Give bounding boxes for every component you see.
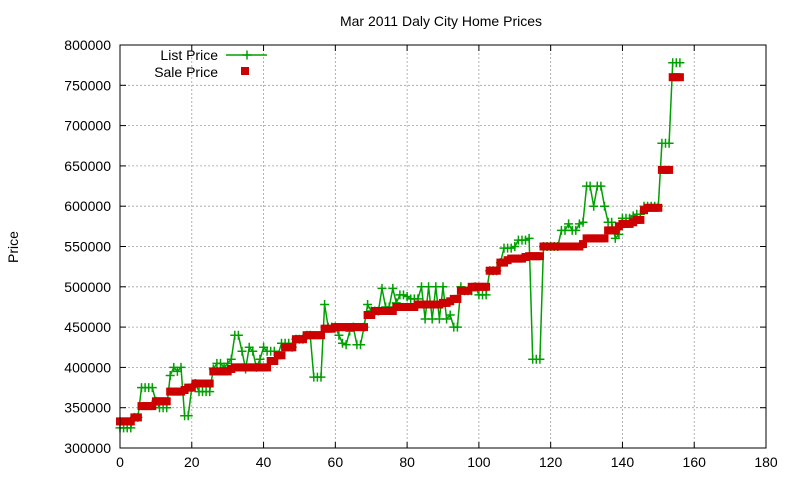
list-price-point: [438, 282, 448, 292]
list-price-point: [237, 346, 247, 356]
y-tick-label: 400000: [64, 359, 111, 375]
series-layer: [115, 58, 685, 433]
list-price-point: [607, 217, 617, 227]
y-tick-label: 650000: [64, 158, 111, 174]
list-price-point: [524, 233, 534, 243]
sale-price-point: [611, 226, 620, 235]
sale-price-point: [263, 363, 272, 372]
x-tick-label: 20: [184, 454, 200, 470]
sale-price-point: [453, 294, 462, 303]
sale-price-point: [317, 331, 325, 340]
y-tick-label: 550000: [64, 239, 111, 255]
sale-price-point: [665, 165, 674, 174]
list-price-point: [445, 310, 455, 320]
sale-price-point: [535, 252, 544, 261]
list-price-point: [452, 322, 462, 332]
x-tick-label: 140: [611, 454, 635, 470]
x-tick-label: 0: [116, 454, 124, 470]
axis-ticks: 0 20 40 60 80 100 120 140 160 180 300000 350000 4000…: [64, 37, 778, 470]
list-price-point: [664, 138, 674, 148]
sale-price-point: [277, 351, 286, 360]
sale-price-point: [482, 282, 491, 291]
list-price-point: [388, 283, 398, 293]
list-price-point: [255, 354, 265, 364]
series-list-price: [115, 58, 685, 433]
sale-price-point: [270, 357, 279, 365]
list-price-point: [316, 372, 326, 382]
sale-price-point: [133, 413, 142, 422]
sale-price-point: [187, 383, 196, 392]
list-price-point: [578, 217, 588, 227]
list-price-point: [334, 330, 344, 340]
y-axis-label: Price: [5, 231, 21, 263]
list-price-point: [356, 340, 365, 350]
sale-price-point: [579, 240, 587, 249]
legend-marker-list-price: [242, 50, 252, 60]
sale-price-point: [492, 266, 501, 275]
list-price-point: [233, 330, 243, 340]
y-tick-label: 500000: [64, 279, 111, 295]
x-tick-label: 100: [467, 454, 491, 470]
list-price-point: [226, 354, 236, 364]
x-tick-label: 60: [328, 454, 344, 470]
y-tick-label: 600000: [64, 198, 111, 214]
sale-price-point: [205, 379, 214, 388]
list-price-point: [320, 300, 330, 309]
list-price-point: [600, 201, 609, 211]
list-price-point: [481, 290, 491, 300]
list-price-point: [147, 383, 157, 393]
list-price-point: [341, 340, 351, 350]
list-price-point: [571, 225, 581, 235]
x-tick-label: 120: [539, 454, 563, 470]
chart-title: Mar 2011 Daly City Home Prices: [340, 13, 542, 29]
legend: List Price Sale Price: [154, 47, 267, 80]
list-price-point: [377, 283, 387, 293]
x-tick-label: 180: [754, 454, 778, 470]
list-price-point: [596, 181, 606, 191]
legend-marker-sale-price: [241, 67, 249, 75]
x-tick-label: 160: [683, 454, 707, 470]
legend-label-sale-price: Sale Price: [154, 64, 218, 80]
list-price-point: [564, 219, 574, 229]
y-tick-label: 350000: [64, 400, 111, 416]
grid-lines: [120, 45, 766, 448]
list-price-point: [165, 371, 175, 380]
sale-price-point: [654, 203, 663, 212]
sale-price-point: [288, 343, 297, 352]
x-tick-label: 40: [256, 454, 272, 470]
sale-price-point: [148, 402, 157, 411]
list-price-point: [176, 362, 186, 372]
y-tick-label: 300000: [64, 440, 111, 456]
sale-price-point: [675, 73, 684, 82]
list-price-point: [363, 300, 373, 309]
list-price-point: [675, 58, 685, 68]
sale-price-point: [360, 323, 368, 332]
sale-price-point: [636, 215, 645, 224]
list-price-point: [535, 354, 545, 364]
sale-price-point: [162, 397, 171, 406]
y-tick-label: 750000: [64, 77, 111, 93]
list-price-point: [248, 346, 258, 356]
y-tick-label: 700000: [64, 118, 111, 134]
series-sale-price: [116, 73, 684, 426]
sale-price-point: [600, 234, 609, 243]
list-price-point: [589, 201, 599, 211]
y-tick-label: 450000: [64, 319, 111, 335]
list-price-line: [120, 61, 680, 429]
x-tick-label: 80: [399, 454, 415, 470]
list-price-point: [205, 387, 215, 397]
legend-label-list-price: List Price: [160, 47, 218, 63]
list-price-point: [183, 411, 193, 421]
list-price-point: [510, 242, 520, 251]
y-tick-label: 800000: [64, 37, 111, 53]
